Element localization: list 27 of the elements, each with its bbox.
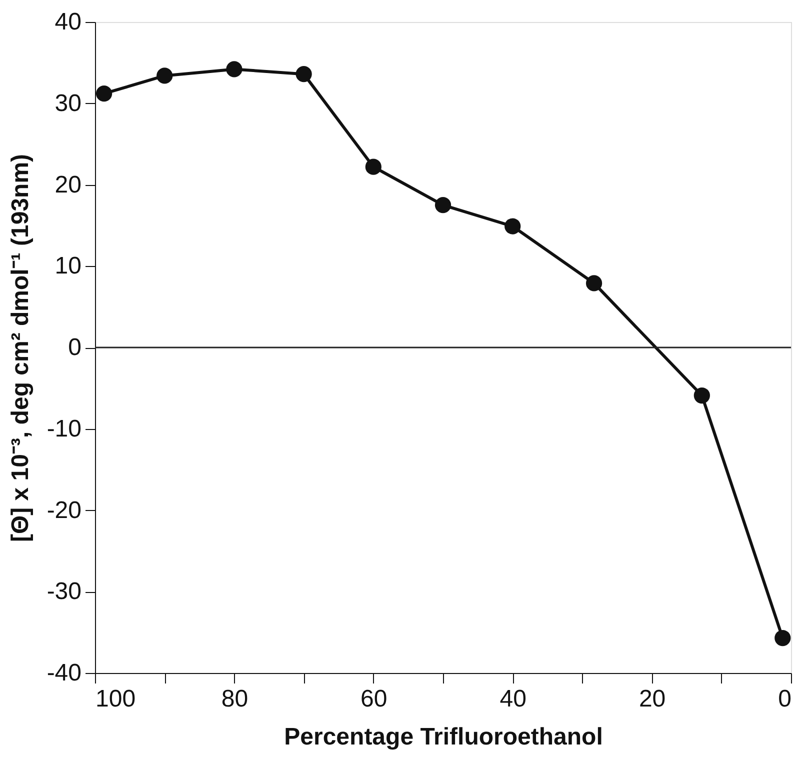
point [296, 66, 312, 82]
y-tick-label: 30 [54, 90, 82, 117]
point [365, 158, 382, 175]
point [156, 68, 173, 84]
x-tick-label: 80 [221, 686, 248, 712]
y-tick-label: 20 [54, 171, 82, 198]
x-tick-label: 40 [500, 686, 526, 712]
point [586, 275, 602, 292]
point [226, 61, 242, 78]
x-tick-label: 20 [638, 686, 666, 712]
y-tick-label: -40 [46, 660, 82, 686]
y-tick-label: -10 [46, 415, 82, 442]
y-tick-label: -20 [46, 496, 82, 524]
y-tick-label: 40 [54, 8, 82, 36]
point [504, 218, 521, 234]
y-tick-label: 0 [68, 334, 82, 361]
point [694, 387, 710, 404]
point [96, 86, 112, 102]
x-tick-label: 60 [360, 686, 388, 712]
point [774, 630, 791, 646]
x-tick-label: 100 [96, 686, 136, 712]
y-tick-label: 10 [54, 252, 82, 280]
y-tick-label: -30 [46, 578, 82, 606]
point [434, 197, 452, 214]
y-axis-title: [Θ] x 10⁻³, deg cm² dmol⁻¹ (193nm) [6, 154, 34, 542]
x-tick-label: 0 [778, 686, 792, 712]
x-axis-title: Percentage Trifluoroethanol [284, 724, 603, 750]
